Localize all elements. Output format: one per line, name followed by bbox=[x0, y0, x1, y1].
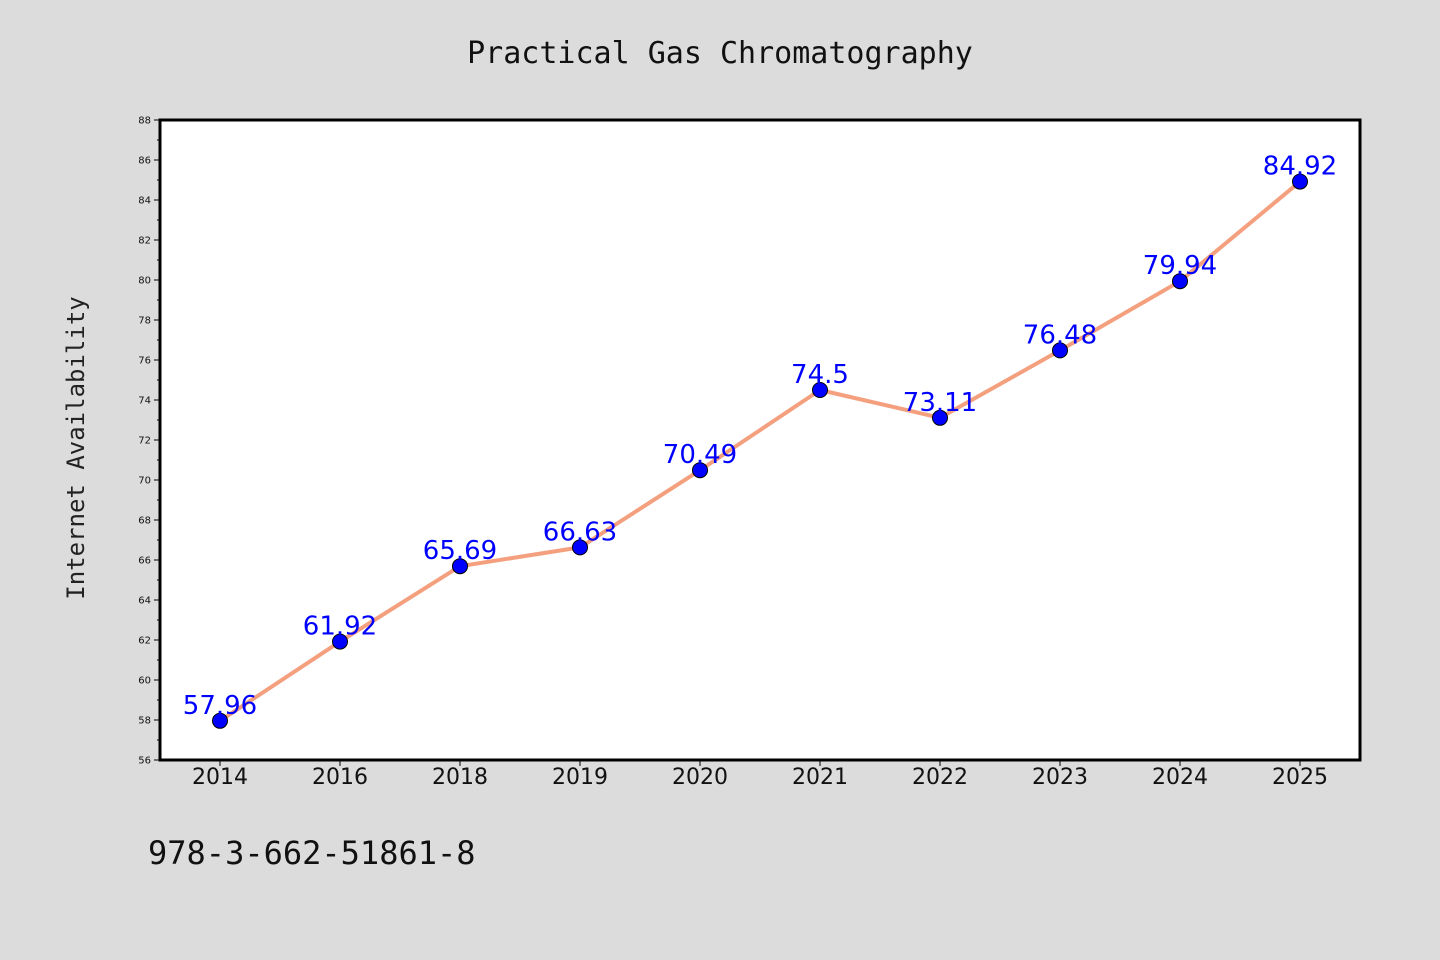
x-tick-label: 2023 bbox=[1032, 765, 1088, 790]
plot-frame bbox=[158, 118, 1362, 762]
x-tick-label: 2016 bbox=[312, 765, 368, 790]
data-label: 65.69 bbox=[423, 536, 497, 566]
y-tick-label: 66 bbox=[138, 556, 151, 567]
data-point bbox=[452, 558, 468, 575]
y-tick-label: 62 bbox=[138, 636, 151, 647]
data-label: 74.5 bbox=[791, 360, 849, 390]
x-tick-label: 2018 bbox=[432, 765, 488, 790]
data-label: 57.96 bbox=[183, 691, 257, 721]
y-tick-label: 76 bbox=[138, 356, 151, 367]
y-tick-label: 68 bbox=[138, 516, 151, 527]
y-tick-label: 72 bbox=[138, 436, 151, 447]
y-tick-label: 60 bbox=[138, 676, 151, 687]
y-tick-label: 58 bbox=[138, 716, 151, 727]
y-tick-label: 64 bbox=[138, 596, 151, 607]
data-label: 70.49 bbox=[663, 440, 737, 470]
x-tick-label: 2014 bbox=[192, 765, 248, 790]
data-label: 84.92 bbox=[1263, 152, 1337, 182]
y-tick-label: 74 bbox=[138, 396, 151, 407]
data-label: 61.92 bbox=[303, 612, 377, 642]
y-tick-label: 80 bbox=[138, 276, 151, 287]
data-point bbox=[812, 382, 828, 398]
data-point bbox=[212, 712, 228, 729]
y-axis-label: Internet Availability bbox=[62, 296, 90, 599]
y-tick-label: 86 bbox=[138, 156, 151, 167]
plot-area bbox=[160, 120, 1360, 760]
data-point bbox=[1172, 273, 1188, 290]
data-point bbox=[692, 462, 708, 479]
series-line bbox=[218, 179, 1302, 723]
data-label: 73.11 bbox=[903, 388, 977, 418]
y-tick-label: 88 bbox=[138, 116, 151, 127]
x-tick-label: 2020 bbox=[672, 765, 728, 790]
data-point bbox=[572, 539, 588, 556]
series-markers bbox=[212, 173, 1308, 729]
data-label: 76.48 bbox=[1023, 320, 1097, 350]
x-tick-label: 2024 bbox=[1152, 765, 1208, 790]
data-label: 66.63 bbox=[543, 517, 617, 547]
x-tick-label: 2019 bbox=[552, 765, 608, 790]
data-point bbox=[932, 409, 948, 426]
x-tick-label: 2022 bbox=[912, 765, 968, 790]
data-labels: 57.96 61.92 65.69 66.63 70.49 74.5 73.11 76.48 7… bbox=[183, 152, 1337, 721]
series-lines bbox=[218, 179, 1302, 723]
data-point bbox=[1052, 342, 1068, 359]
isbn-text: 978-3-662-51861-8 bbox=[148, 834, 476, 872]
y-tick-label: 56 bbox=[138, 756, 151, 767]
data-point bbox=[332, 633, 348, 650]
x-axis: 2014 2016 2018 2019 2020 2021 2022 2023 2024 2025 bbox=[192, 760, 1328, 790]
data-label: 79.94 bbox=[1143, 251, 1217, 281]
x-tick-label: 2021 bbox=[792, 765, 848, 790]
y-tick-label: 82 bbox=[138, 236, 151, 247]
y-axis: 56 58 60 62 64 66 68 70 72 74 76 78 80 82 84 86 88 bbox=[138, 116, 160, 767]
x-tick-label: 2025 bbox=[1272, 765, 1328, 790]
data-point bbox=[1292, 173, 1308, 190]
chart-title: Practical Gas Chromatography bbox=[467, 36, 973, 71]
y-tick-label: 78 bbox=[138, 316, 151, 327]
y-tick-label: 84 bbox=[138, 196, 151, 207]
y-tick-label: 70 bbox=[138, 476, 151, 487]
